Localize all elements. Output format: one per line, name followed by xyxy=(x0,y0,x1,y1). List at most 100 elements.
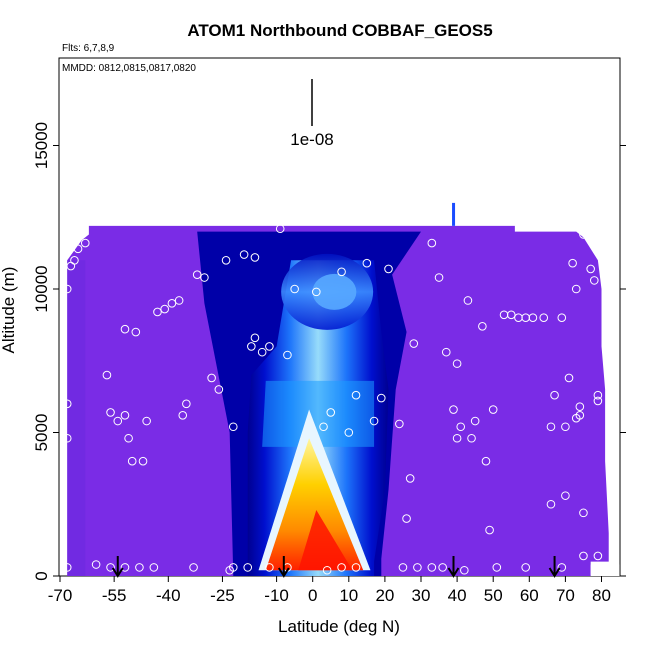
sample-point xyxy=(506,310,516,320)
sample-point xyxy=(160,304,169,314)
sample-point xyxy=(539,313,549,323)
sample-point xyxy=(189,563,198,572)
concentration-field xyxy=(67,202,620,576)
sample-point xyxy=(402,514,411,523)
sample-point xyxy=(384,264,393,274)
sample-point xyxy=(351,390,361,400)
sample-point xyxy=(62,433,72,443)
sample-point xyxy=(337,563,346,572)
sample-point xyxy=(214,385,224,394)
hot-core xyxy=(265,438,364,571)
sample-point xyxy=(575,402,585,411)
sample-point xyxy=(243,563,253,572)
sample-point xyxy=(409,339,419,348)
profile-arrows xyxy=(111,556,561,578)
sample-point xyxy=(102,370,112,380)
sample-point xyxy=(434,273,444,282)
blank-notch xyxy=(590,564,620,576)
x-tick-label: 50 xyxy=(484,586,503,605)
sample-point xyxy=(192,270,202,279)
sample-point xyxy=(546,422,556,432)
sample-point xyxy=(265,563,274,572)
sample-point xyxy=(571,284,581,294)
sample-point xyxy=(178,410,188,420)
sample-point xyxy=(351,563,361,572)
sample-point xyxy=(467,433,476,443)
sample-point xyxy=(174,296,184,305)
sample-point xyxy=(138,456,148,466)
sample-point xyxy=(265,342,274,351)
sample-point xyxy=(395,419,404,429)
sample-point xyxy=(452,433,462,443)
x-tick-label: 40 xyxy=(448,586,467,605)
sample-point xyxy=(247,342,256,351)
sample-point xyxy=(561,491,570,500)
sample-point xyxy=(207,373,216,383)
x-tick-label: 80 xyxy=(592,586,611,605)
sample-point xyxy=(463,296,473,305)
profile-arrow-head xyxy=(548,567,561,578)
sample-point xyxy=(557,313,567,323)
y-tick-label: 5000 xyxy=(32,414,51,452)
x-tick-label: 0 xyxy=(308,586,317,605)
sample-point xyxy=(481,456,491,466)
upper-blob-core xyxy=(312,273,357,310)
sample-point xyxy=(521,563,530,572)
sample-point xyxy=(326,408,336,417)
sample-point xyxy=(91,560,101,569)
sample-point xyxy=(225,565,234,575)
sample-point xyxy=(127,456,137,466)
sample-point xyxy=(452,359,462,368)
sample-point xyxy=(337,267,346,277)
sample-point xyxy=(120,324,130,334)
sample-point xyxy=(167,299,177,308)
sample-point xyxy=(438,563,447,572)
cyan-band xyxy=(262,380,375,447)
thin-tower xyxy=(452,202,456,226)
sample-point xyxy=(290,284,299,294)
sample-point xyxy=(492,563,502,572)
x-tick-label: -25 xyxy=(210,586,235,605)
sample-point xyxy=(593,396,603,406)
sample-point xyxy=(460,565,469,575)
sample-point xyxy=(142,416,151,426)
profile-arrow-head xyxy=(447,567,460,578)
sample-point xyxy=(106,563,115,572)
sample-point xyxy=(405,474,415,483)
sample-point xyxy=(413,563,422,572)
sample-point xyxy=(564,373,574,383)
x-tick-label: 10 xyxy=(339,586,358,605)
chart-title: ATOM1 Northbound COBBAF_GEOS5 xyxy=(187,21,492,40)
sample-point xyxy=(70,256,79,265)
sample-point xyxy=(579,551,588,561)
sample-point xyxy=(485,525,494,535)
sample-point xyxy=(250,253,260,262)
sample-point xyxy=(568,258,577,268)
sample-point xyxy=(135,563,144,572)
sample-point xyxy=(488,405,498,414)
sample-point xyxy=(131,327,141,337)
scale-label: 1e-08 xyxy=(290,130,333,149)
sample-point xyxy=(312,287,321,297)
sample-point xyxy=(579,230,588,239)
sample-point xyxy=(322,565,332,575)
sample-point xyxy=(62,563,72,572)
y-axis: 0 5000 10000 15000 xyxy=(32,122,626,581)
sample-point xyxy=(362,258,372,268)
sample-point xyxy=(557,563,567,572)
sample-point xyxy=(283,350,292,360)
x-tick-label: -40 xyxy=(156,586,181,605)
sample-point xyxy=(449,405,458,414)
sample-point xyxy=(221,256,231,265)
sample-point xyxy=(182,399,191,409)
sample-points xyxy=(62,224,603,575)
sample-point xyxy=(257,347,267,357)
sample-point xyxy=(398,563,408,572)
sample-point xyxy=(80,238,90,248)
sample-point xyxy=(113,416,123,426)
dates-label: MMDD: 0812,0815,0817,0820 xyxy=(62,63,196,74)
sample-point xyxy=(319,422,328,432)
sample-point xyxy=(478,322,487,331)
sample-point xyxy=(344,428,354,437)
